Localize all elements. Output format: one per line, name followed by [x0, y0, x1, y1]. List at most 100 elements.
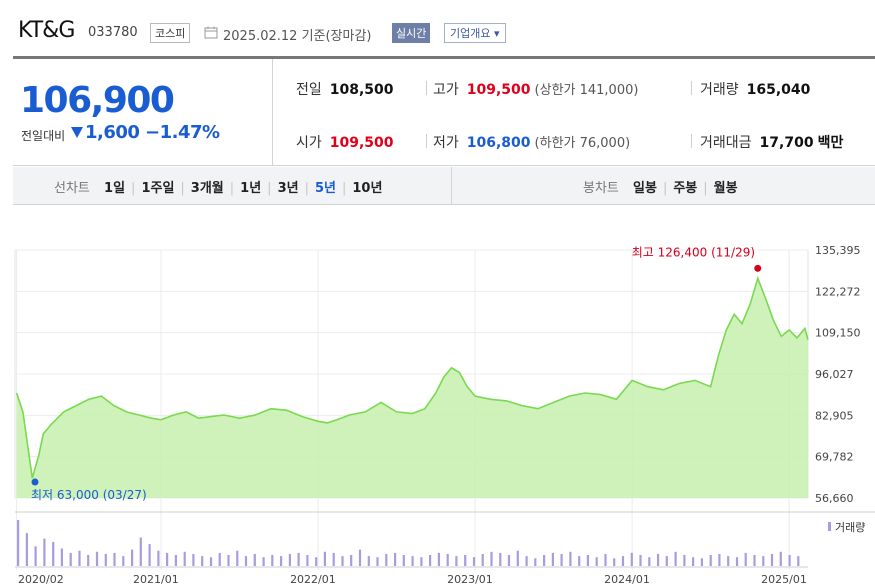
volume-bar: [332, 552, 335, 566]
volume-bar: [613, 558, 616, 566]
period-tab[interactable]: 3년: [277, 181, 299, 196]
price-chart: 135,395 122,272 109,150 96,027 82,905 69,782 5…: [14, 244, 875, 586]
tab-separator: |: [341, 181, 347, 196]
low-annotation: 최저 63,000 (03/27): [31, 488, 147, 502]
tab-separator: |: [229, 181, 235, 196]
period-tab[interactable]: 주봉: [673, 181, 698, 196]
volume-legend: 거래량: [835, 521, 865, 534]
change-value: 1,600: [85, 122, 140, 143]
volume-bar: [157, 550, 160, 566]
volume-bar: [507, 555, 511, 566]
volume-bar: [253, 554, 256, 566]
volume-bar: [280, 556, 283, 566]
volume-bar: [586, 555, 589, 566]
volume-bar: [797, 556, 800, 566]
period-tab[interactable]: 5년: [314, 181, 336, 196]
stock-name: KT&G: [18, 18, 75, 43]
period-tab[interactable]: 월봉: [713, 181, 738, 196]
tab-separator: |: [703, 181, 708, 196]
volume-bar: [490, 551, 493, 566]
volume-bar: [69, 552, 72, 566]
volume-bar: [218, 552, 221, 566]
volume-bar: [788, 555, 791, 566]
volume-bar: [95, 551, 99, 566]
volume-bar: [560, 554, 563, 566]
high-annotation: 최고 126,400 (11/29): [632, 245, 755, 259]
volume-bar: [464, 555, 467, 566]
volume-bar: [192, 554, 195, 566]
current-price: 106,900: [20, 80, 175, 121]
period-tab[interactable]: 3개월: [190, 181, 224, 196]
low-marker: [31, 478, 39, 486]
volume-bar: [87, 555, 90, 566]
volume-bar: [34, 546, 37, 566]
divider: [426, 134, 427, 148]
company-overview-dropdown[interactable]: 기업개요 ▾: [444, 23, 506, 43]
volume-bar: [578, 556, 581, 566]
base-date: 2025.02.12 기준(장마감): [223, 29, 372, 44]
volume-bar: [315, 557, 318, 566]
candle-chart-label: 봉차트: [583, 181, 619, 196]
period-tab[interactable]: 일봉: [633, 181, 657, 196]
tab-separator: |: [131, 181, 136, 196]
volume-bar: [779, 551, 782, 566]
volume-bar: [25, 533, 28, 566]
volume-bar: [709, 555, 712, 566]
tab-separator: |: [662, 181, 668, 196]
change-percent: −1.47%: [145, 122, 220, 143]
period-tab[interactable]: 1일: [104, 181, 126, 196]
volume-bar: [770, 554, 774, 566]
volume-bar: [262, 557, 265, 566]
volume-bar: [762, 556, 765, 566]
period-tab[interactable]: 1주일: [141, 181, 175, 196]
volume-bar: [323, 551, 326, 566]
high-marker: [754, 264, 762, 272]
volume-bar: [227, 555, 230, 566]
volume-bar: [201, 556, 204, 566]
volume-bar: [411, 556, 414, 566]
volume-bar: [385, 554, 388, 566]
volume-bar: [209, 557, 213, 566]
volume-bar: [735, 557, 739, 566]
period-tab[interactable]: 10년: [352, 181, 383, 196]
x-tick-label: 2023/01: [447, 573, 493, 586]
volume-bar: [683, 555, 686, 566]
period-tab[interactable]: 1년: [240, 181, 262, 196]
volume-bar: [437, 552, 440, 566]
volume-bar: [595, 557, 598, 566]
x-tick-label: 2024/01: [604, 573, 650, 586]
low-price: 저가 106,800 (하한가 76,000): [433, 135, 631, 151]
y-tick-label: 82,905: [815, 409, 854, 422]
high-price: 고가 109,500 (상한가 141,000): [433, 82, 639, 98]
y-tick-label: 122,272: [815, 285, 861, 298]
volume-bar: [113, 552, 116, 566]
volume-bar: [244, 556, 248, 566]
x-tick-label: 2022/01: [290, 573, 336, 586]
volume-bar: [139, 537, 142, 566]
volume-bar: [674, 551, 677, 566]
volume-bar: [455, 556, 458, 566]
x-tick-label: 2021/01: [133, 573, 179, 586]
x-axis-labels: 2020/02 2021/01 2022/01 2023/01 2024/01 2025/…: [18, 573, 807, 586]
volume-bar: [753, 555, 756, 566]
volume-bars: [15, 511, 875, 568]
volume-bar: [420, 557, 423, 566]
stock-code: 033780: [88, 25, 138, 40]
volume-bar: [148, 544, 151, 566]
tab-separator: |: [267, 181, 272, 196]
volume-bar: [104, 554, 107, 566]
volume-bar: [131, 549, 134, 566]
volume-bar: [648, 557, 651, 566]
volume-bar: [534, 558, 537, 566]
volume-bar: [665, 556, 668, 566]
divider: [691, 81, 692, 95]
candle-chart-tabs: 봉차트 일봉 | 주봉 | 월봉: [583, 177, 738, 196]
trade-amount: 거래대금 17,700 백만: [700, 135, 844, 151]
volume-bar: [288, 554, 291, 566]
volume-bar: [657, 554, 660, 566]
realtime-button[interactable]: 실시간: [392, 23, 431, 43]
volume-bar: [543, 555, 546, 566]
volume-bar: [630, 552, 633, 566]
volume-bar: [446, 554, 449, 566]
volume-bar: [174, 555, 177, 566]
